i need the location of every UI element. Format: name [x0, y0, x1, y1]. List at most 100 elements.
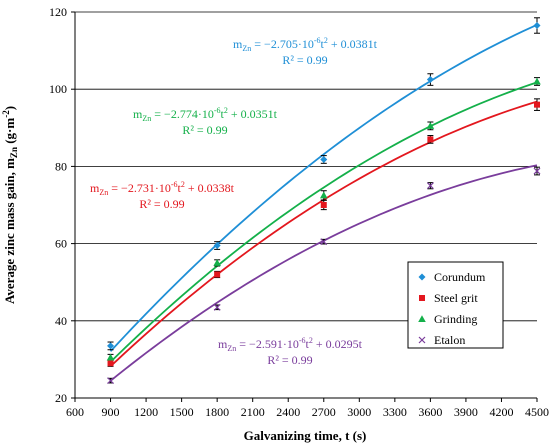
- axes: [71, 11, 538, 402]
- equation-part: t: [220, 107, 224, 121]
- legend-marker-grinding: [418, 315, 426, 322]
- y-axis-label-end: ): [2, 106, 17, 110]
- equation-part: t: [320, 37, 324, 51]
- equation-part: Zn: [242, 44, 251, 53]
- point-steel-grit-900: [107, 360, 114, 367]
- point-etalon-3600-b: [426, 182, 434, 190]
- x-tick-label-3900: 3900: [454, 405, 478, 419]
- equation-part: 2: [181, 180, 185, 189]
- fit-curve-corundum: [109, 24, 538, 352]
- r-squared-corundum: R² = 0.99: [282, 53, 327, 67]
- equation-part: 2: [324, 36, 328, 45]
- point-etalon-4500: [533, 167, 541, 175]
- equation-part: m: [90, 181, 100, 195]
- fit-curve-grinding: [109, 81, 538, 363]
- equation-part: = −2.705·10: [251, 37, 314, 51]
- equation-grinding: mZn = −2.774·10-6t2 + 0.0351t: [133, 106, 278, 123]
- equation-corundum: mZn = −2.705·10-6t2 + 0.0381t: [233, 36, 378, 53]
- x-tick-label-900: 900: [102, 405, 120, 419]
- equation-part: = −2.591·10: [236, 337, 299, 351]
- x-tick-label-3600: 3600: [418, 405, 442, 419]
- y-axis-label-unit: (g·m: [2, 118, 17, 147]
- y-axis-label-sup: -2: [1, 110, 11, 118]
- equation-part: + 0.0351t: [228, 107, 278, 121]
- point-grinding-1800: [213, 259, 221, 266]
- point-grinding-4500: [533, 77, 541, 85]
- point-grinding-2700: [319, 191, 328, 199]
- x-tick-label-1800: 1800: [205, 405, 229, 419]
- legend-label-grinding: Grinding: [434, 312, 477, 326]
- point-etalon-900: [107, 377, 114, 385]
- point-etalon-4500-b: [533, 167, 541, 175]
- x-tick-label-3300: 3300: [383, 405, 407, 419]
- equation-part: -6: [171, 180, 178, 189]
- y-tick-label-100: 100: [49, 82, 67, 96]
- x-tick-labels: 600 900 1200 1500 1800 2100 2400 2700 3000 3300 36…: [66, 405, 549, 419]
- x-tick-label-4200: 4200: [489, 405, 513, 419]
- point-corundum-1800: [213, 242, 221, 250]
- x-tick-label-1200: 1200: [134, 405, 158, 419]
- r-squared-steel-grit: R² = 0.99: [139, 197, 184, 211]
- equation-part: m: [133, 107, 143, 121]
- point-grinding-900: [106, 353, 115, 361]
- x-tick-label-4500: 4500: [525, 405, 549, 419]
- legend-marker-corundum: [418, 273, 426, 281]
- x-tick-label-1500: 1500: [170, 405, 194, 419]
- equation-part: -6: [299, 336, 306, 345]
- y-tick-label-80: 80: [55, 159, 67, 173]
- legend: Corundum Steel grit Grinding Etalon: [407, 261, 504, 349]
- legend-marker-steel-grit: [419, 295, 425, 301]
- equation-etalon: mZn = −2.591·10-6t2 + 0.0295t: [218, 336, 363, 353]
- legend-label-etalon: Etalon: [434, 333, 465, 347]
- x-tick-label-2100: 2100: [241, 405, 265, 419]
- y-tick-label-40: 40: [55, 314, 67, 328]
- legend-marker-etalon: [418, 336, 426, 344]
- equation-part: Zn: [227, 344, 236, 353]
- point-corundum-4500: [533, 22, 541, 30]
- point-etalon-2700-b: [320, 238, 328, 246]
- point-etalon-3600: [426, 182, 434, 190]
- equation-part: 2: [224, 106, 228, 115]
- equation-part: + 0.0338t: [185, 181, 235, 195]
- y-tick-labels: 20 40 60 80 100 120: [49, 5, 67, 405]
- point-steel-grit-2700: [320, 202, 327, 208]
- x-tick-label-2700: 2700: [312, 405, 336, 419]
- y-axis-label-main: Average zinc mass gain, m: [2, 158, 17, 304]
- legend-label-corundum: Corundum: [434, 270, 486, 284]
- equation-part: Zn: [99, 188, 108, 197]
- equation-part: = −2.731·10: [108, 181, 171, 195]
- x-axis-label: Galvanizing time, t (s): [244, 428, 367, 443]
- equation-steel-grit: mZn = −2.731·10-6t2 + 0.0338t: [90, 180, 235, 197]
- r-squared-grinding: R² = 0.99: [182, 123, 227, 137]
- equation-part: t: [305, 337, 309, 351]
- point-steel-grit-3600: [427, 136, 434, 143]
- equation-part: = −2.774·10: [151, 107, 214, 121]
- y-axis-label: Average zinc mass gain, mZn (g·m-2): [1, 106, 19, 304]
- equation-part: Zn: [142, 114, 151, 123]
- equation-part: t: [177, 181, 181, 195]
- point-corundum-3600: [426, 76, 434, 84]
- equation-part: -6: [314, 36, 321, 45]
- x-tick-label-600: 600: [66, 405, 84, 419]
- r-squared-etalon: R² = 0.99: [267, 353, 312, 367]
- point-corundum-900: [107, 342, 115, 350]
- point-steel-grit-4500: [534, 101, 540, 108]
- data-points: [106, 22, 541, 385]
- point-grinding-3600: [426, 122, 435, 129]
- y-axis-label-sub: Zn: [9, 147, 19, 158]
- y-tick-label-20: 20: [55, 391, 67, 405]
- equation-part: + 0.0295t: [313, 337, 363, 351]
- point-etalon-1800-b: [213, 303, 221, 311]
- x-tick-label-3000: 3000: [347, 405, 371, 419]
- equation-part: m: [218, 337, 228, 351]
- equation-part: 2: [309, 336, 313, 345]
- x-tick-label-2400: 2400: [276, 405, 300, 419]
- point-corundum-2700: [320, 155, 328, 163]
- point-steel-grit-1800: [214, 271, 221, 278]
- point-etalon-1800: [213, 303, 221, 311]
- equation-part: m: [233, 37, 243, 51]
- equation-part: -6: [214, 106, 221, 115]
- point-etalon-900-b: [107, 377, 114, 385]
